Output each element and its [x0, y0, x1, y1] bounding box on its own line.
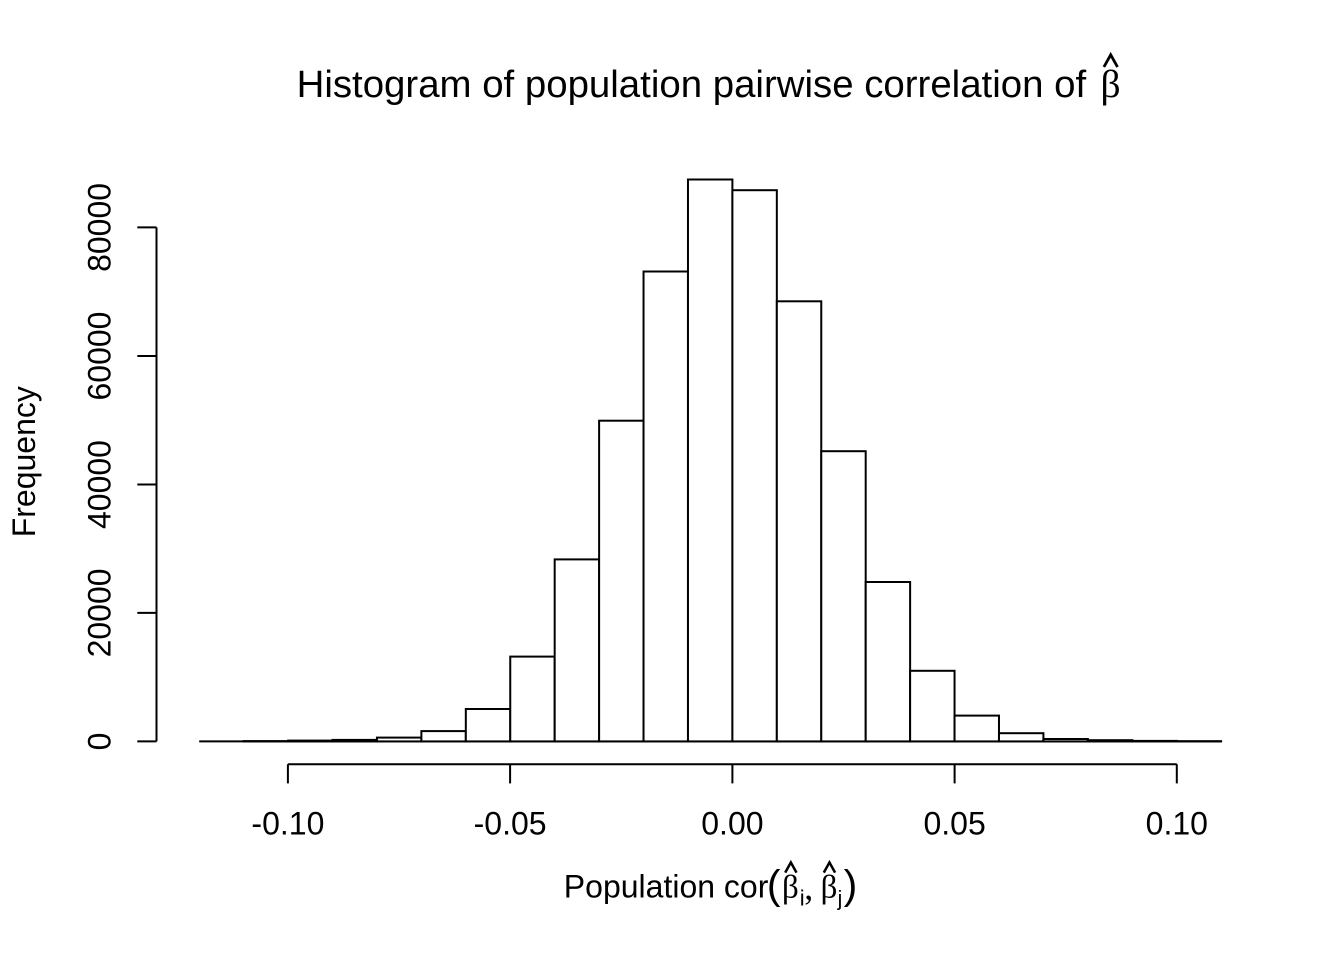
svg-text:(: ( — [767, 862, 781, 908]
svg-text:β: β — [782, 870, 799, 906]
svg-text:-0.10: -0.10 — [251, 806, 324, 842]
svg-text:β: β — [821, 870, 838, 906]
svg-text:Frequency: Frequency — [6, 386, 42, 537]
svg-text:0: 0 — [82, 733, 118, 751]
svg-text:20000: 20000 — [82, 568, 118, 657]
svg-text:80000: 80000 — [82, 183, 118, 272]
svg-text:0.00: 0.00 — [701, 806, 763, 842]
svg-text:,: , — [804, 867, 813, 907]
svg-text:j: j — [837, 888, 843, 911]
svg-text:): ) — [844, 862, 858, 908]
svg-text:0.05: 0.05 — [923, 806, 985, 842]
svg-text:60000: 60000 — [82, 312, 118, 401]
svg-text:0.10: 0.10 — [1146, 806, 1208, 842]
svg-text:-0.05: -0.05 — [474, 806, 547, 842]
svg-text:Population cor: Population cor — [564, 869, 769, 905]
svg-text:Histogram of population pairwi: Histogram of population pairwise correla… — [297, 63, 1087, 106]
svg-text:β: β — [1101, 62, 1121, 106]
svg-text:40000: 40000 — [82, 440, 118, 529]
svg-text:i: i — [800, 886, 805, 911]
